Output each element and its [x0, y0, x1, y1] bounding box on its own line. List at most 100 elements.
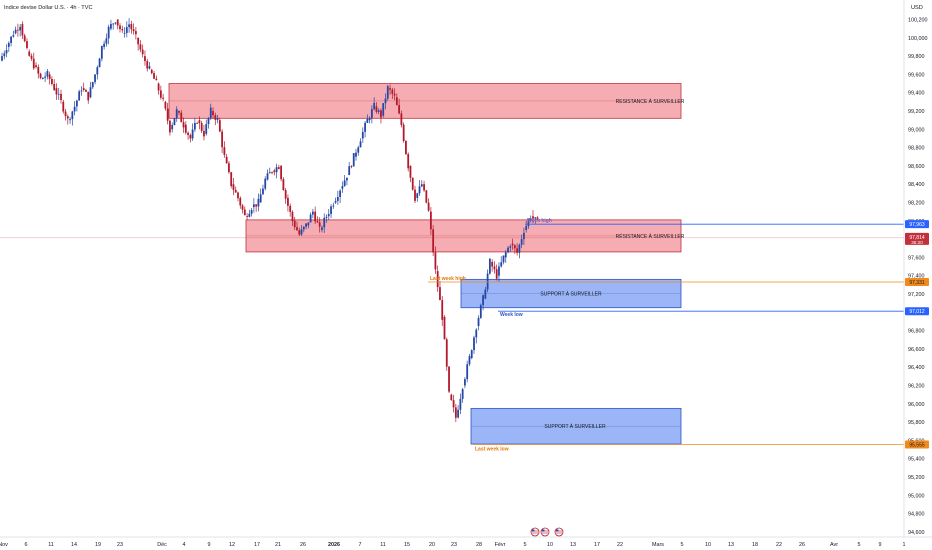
- candle: [302, 226, 305, 233]
- candle: [298, 227, 301, 236]
- candle: [300, 224, 303, 236]
- candle: [523, 227, 525, 246]
- candle-body: [214, 115, 217, 120]
- candle: [332, 202, 335, 209]
- x-tick-label: 7: [359, 542, 362, 548]
- candle-body: [180, 112, 183, 123]
- candle: [125, 21, 128, 38]
- candle: [498, 262, 500, 282]
- candle-body: [520, 239, 523, 245]
- candle: [139, 40, 142, 53]
- candle: [311, 208, 314, 219]
- candle-body: [44, 76, 47, 78]
- candle-body: [339, 190, 342, 197]
- candle-body: [336, 196, 339, 201]
- candle-body: [513, 245, 516, 249]
- x-tick-label: 5: [524, 542, 527, 548]
- candle: [78, 89, 81, 101]
- y-tick-label: 95,400: [908, 457, 925, 463]
- candle: [448, 366, 450, 393]
- zone-support: SUPPORT À SURVEILLER: [460, 278, 682, 309]
- candle: [98, 57, 101, 68]
- candle: [203, 125, 205, 141]
- candle-body: [187, 132, 189, 136]
- x-tick-label: 9: [879, 542, 882, 548]
- candle-body: [107, 26, 110, 39]
- candle: [534, 217, 537, 224]
- event-icons[interactable]: [530, 527, 564, 537]
- candle: [452, 394, 455, 413]
- candle: [23, 33, 26, 43]
- candle-body: [239, 197, 242, 206]
- candle: [518, 243, 521, 259]
- candle: [48, 71, 51, 85]
- candle-body: [241, 205, 244, 210]
- candle: [225, 153, 228, 164]
- us-flag-icon[interactable]: [554, 527, 564, 537]
- candle: [44, 72, 47, 82]
- candle: [259, 188, 262, 203]
- candle-body: [23, 35, 26, 42]
- levels-layer: Week high Last week high Week low Last week…: [0, 218, 904, 453]
- candle-body: [85, 90, 87, 92]
- candle: [495, 264, 498, 281]
- candle: [454, 403, 457, 423]
- candle-body: [293, 220, 296, 228]
- candle-body: [275, 167, 278, 173]
- candle-body: [169, 120, 171, 133]
- candle-body: [123, 32, 126, 34]
- candle-body: [380, 110, 382, 118]
- candle-body: [98, 58, 101, 68]
- candle: [346, 177, 348, 186]
- candle: [10, 36, 12, 47]
- time-axis-labels: Nov 6 11 14 19 23 Déc 4 9 12 17 21 26 2026 7 11 15 20 23 28…: [0, 542, 906, 548]
- candle-body: [445, 339, 448, 367]
- candle-body: [466, 364, 469, 380]
- candle-body: [429, 211, 432, 230]
- candle: [405, 139, 407, 156]
- candle-body: [246, 216, 248, 218]
- candle-body: [216, 118, 219, 120]
- candle: [273, 168, 276, 176]
- candle: [164, 100, 167, 111]
- candle: [207, 117, 210, 129]
- candle-body: [266, 173, 269, 180]
- candle-body: [343, 180, 346, 187]
- candle-body: [291, 211, 294, 222]
- candle-body: [400, 113, 403, 125]
- candle: [382, 103, 385, 118]
- candle-body: [273, 170, 276, 173]
- candle: [246, 213, 248, 220]
- candle: [334, 197, 337, 205]
- y-tick-label: 96,200: [908, 384, 925, 390]
- candle-body: [32, 58, 35, 69]
- candle: [3, 50, 6, 60]
- candle-body: [457, 409, 460, 418]
- candle: [293, 216, 296, 230]
- candle: [110, 19, 112, 31]
- candle-body: [203, 130, 205, 137]
- candle-body: [527, 219, 530, 227]
- candle: [146, 58, 149, 72]
- candle-body: [125, 27, 128, 33]
- candle: [71, 110, 74, 126]
- candle: [212, 107, 214, 119]
- candle-body: [223, 147, 226, 155]
- candle: [330, 204, 332, 219]
- candle: [502, 255, 505, 265]
- us-flag-icon[interactable]: [540, 527, 550, 537]
- candle-body: [434, 252, 437, 270]
- price-axis[interactable]: [904, 0, 932, 550]
- us-flag-icon[interactable]: [530, 527, 540, 537]
- candle: [239, 196, 242, 209]
- candle-body: [37, 67, 40, 74]
- plot-background[interactable]: [0, 0, 904, 550]
- candle: [266, 169, 269, 181]
- candle-body: [137, 37, 140, 45]
- candle-body: [350, 166, 353, 168]
- candle: [169, 119, 171, 136]
- candle: [464, 377, 466, 389]
- candle-body: [289, 205, 292, 212]
- candle-body: [35, 65, 37, 68]
